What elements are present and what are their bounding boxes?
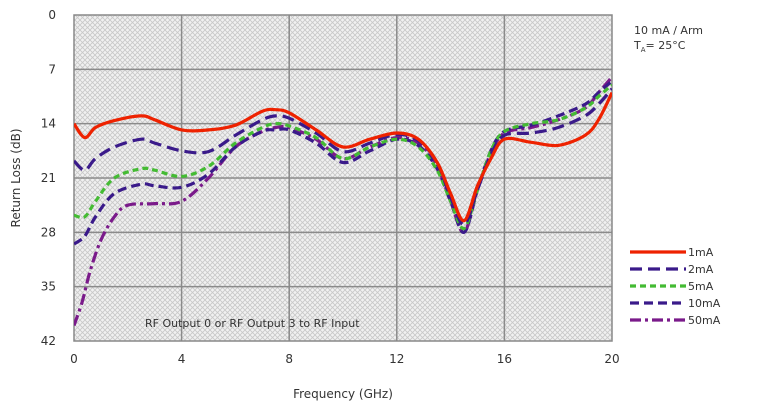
y-tick-label: 7 <box>48 62 56 76</box>
legend-label-1ma: 1mA <box>688 246 714 259</box>
plot-annotation: RF Output 0 or RF Output 3 to RF Input <box>145 317 360 330</box>
legend-label-5ma: 5mA <box>688 280 714 293</box>
series-line-1ma <box>74 91 612 223</box>
conditions-sub: A <box>641 46 646 54</box>
x-tick-labels: 0 4 8 12 16 20 <box>70 352 619 366</box>
series-line-50ma <box>74 76 612 327</box>
series-line-5ma <box>74 83 612 231</box>
x-tick-label: 20 <box>604 352 619 366</box>
x-tick-label: 0 <box>70 352 78 366</box>
series-lines <box>74 76 612 327</box>
legend-label-50ma: 50mA <box>688 314 721 327</box>
x-axis-label: Frequency (GHz) <box>293 387 393 401</box>
conditions-line-2: TA= 25°C <box>633 39 686 54</box>
legend-label-10ma: 10mA <box>688 297 721 310</box>
conditions-rest: = 25°C <box>646 39 686 52</box>
y-tick-label: 14 <box>41 117 56 131</box>
legend: 1mA 2mA 5mA 10mA 50mA <box>630 246 721 327</box>
x-tick-label: 8 <box>285 352 293 366</box>
legend-label-2ma: 2mA <box>688 263 714 276</box>
x-tick-label: 12 <box>389 352 404 366</box>
y-tick-label: 35 <box>41 280 56 294</box>
plot-border <box>73 14 613 342</box>
conditions-t: T <box>633 39 641 52</box>
y-axis-label: Return Loss (dB) <box>9 129 23 228</box>
x-tick-label: 4 <box>178 352 186 366</box>
y-tick-label: 28 <box>41 225 56 239</box>
y-tick-label: 0 <box>48 8 56 22</box>
y-tick-label: 42 <box>41 334 56 348</box>
conditions-line-1: 10 mA / Arm <box>634 24 703 37</box>
y-tick-label: 21 <box>41 171 56 185</box>
x-tick-label: 16 <box>497 352 512 366</box>
y-tick-labels: 0 7 14 21 28 35 42 <box>41 8 56 348</box>
